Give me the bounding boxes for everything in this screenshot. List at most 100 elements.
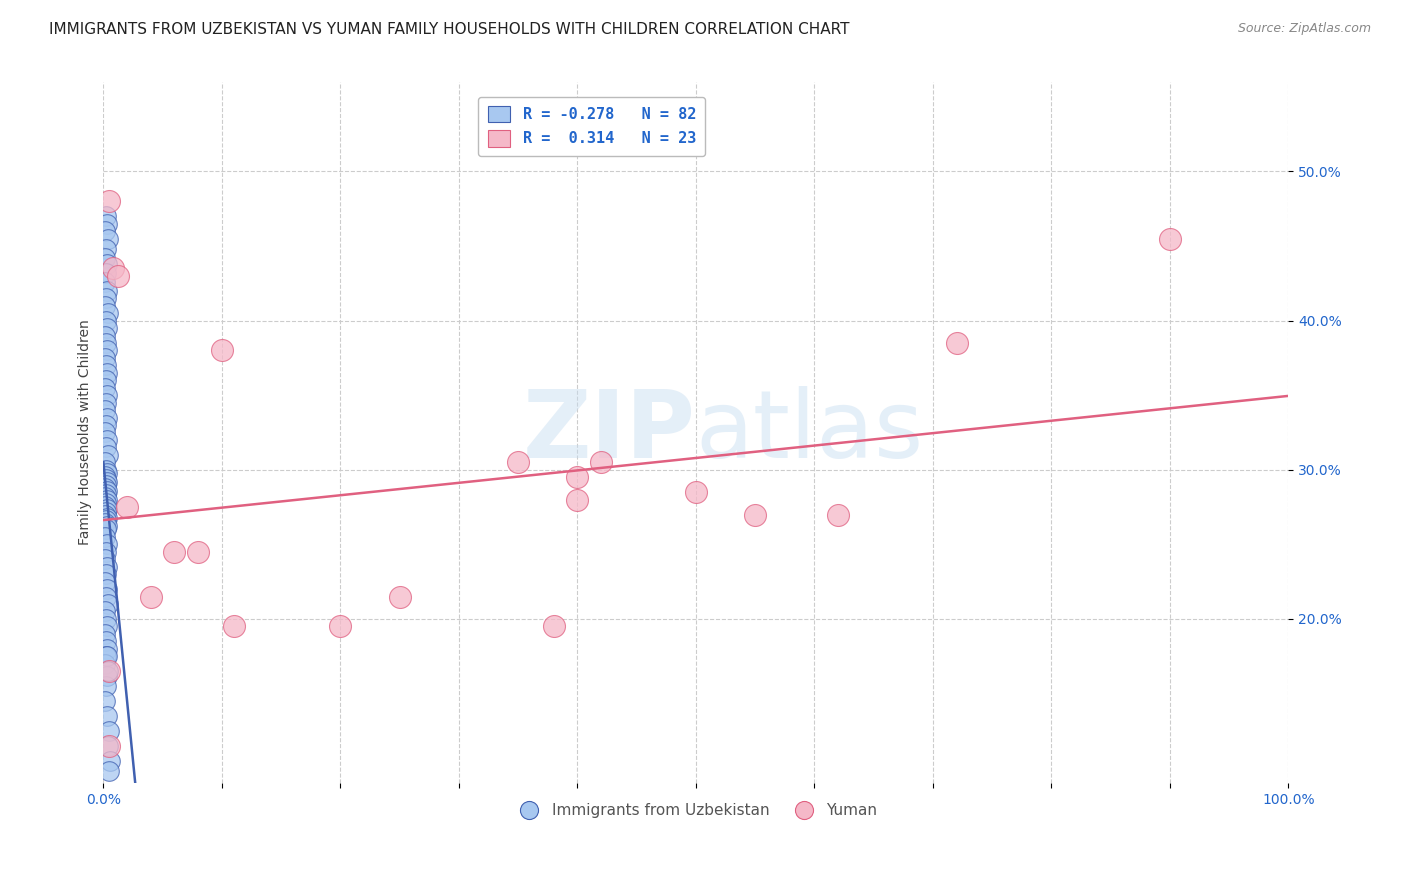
Point bbox=[96, 519, 118, 533]
Point bbox=[93, 508, 115, 522]
Text: IMMIGRANTS FROM UZBEKISTAN VS YUMAN FAMILY HOUSEHOLDS WITH CHILDREN CORRELATION : IMMIGRANTS FROM UZBEKISTAN VS YUMAN FAMI… bbox=[49, 22, 849, 37]
Point bbox=[94, 495, 117, 509]
Text: Source: ZipAtlas.com: Source: ZipAtlas.com bbox=[1237, 22, 1371, 36]
Point bbox=[96, 649, 118, 664]
Point bbox=[94, 649, 117, 664]
Point bbox=[98, 739, 121, 753]
Point bbox=[93, 224, 115, 238]
Point bbox=[94, 612, 117, 626]
Text: atlas: atlas bbox=[696, 386, 924, 478]
Point bbox=[567, 492, 589, 507]
Point bbox=[329, 619, 352, 633]
Point bbox=[96, 492, 118, 507]
Point bbox=[98, 723, 121, 738]
Point bbox=[96, 466, 118, 480]
Point bbox=[93, 299, 115, 313]
Point bbox=[222, 619, 245, 633]
Point bbox=[96, 217, 118, 231]
Point bbox=[93, 425, 115, 440]
Point bbox=[96, 559, 118, 574]
Point bbox=[96, 284, 118, 298]
Point bbox=[96, 366, 118, 380]
Point bbox=[94, 514, 117, 528]
Point bbox=[93, 403, 115, 417]
Point bbox=[94, 373, 117, 387]
Point bbox=[94, 335, 117, 350]
Point bbox=[93, 657, 115, 671]
Point bbox=[98, 194, 121, 209]
Point bbox=[94, 291, 117, 305]
Text: ZIP: ZIP bbox=[523, 386, 696, 478]
Point bbox=[94, 477, 117, 491]
Point bbox=[96, 433, 118, 447]
Point bbox=[94, 679, 117, 693]
Point bbox=[93, 530, 115, 544]
Point bbox=[94, 472, 117, 486]
Point bbox=[93, 468, 115, 483]
Point bbox=[97, 664, 120, 678]
Point bbox=[94, 313, 117, 327]
Point bbox=[945, 335, 967, 350]
Point bbox=[96, 641, 118, 656]
Point bbox=[93, 328, 115, 343]
Point bbox=[93, 455, 115, 469]
Point bbox=[97, 306, 120, 320]
Point bbox=[139, 590, 162, 604]
Point bbox=[94, 590, 117, 604]
Point bbox=[93, 516, 115, 531]
Point bbox=[685, 485, 707, 500]
Point bbox=[93, 605, 115, 619]
Point bbox=[98, 664, 121, 678]
Point bbox=[94, 395, 117, 409]
Point bbox=[93, 694, 115, 708]
Point bbox=[94, 504, 117, 518]
Point bbox=[96, 321, 118, 335]
Point bbox=[96, 501, 118, 516]
Point bbox=[101, 261, 124, 276]
Point bbox=[388, 590, 411, 604]
Point bbox=[94, 486, 117, 500]
Point bbox=[96, 410, 118, 425]
Point bbox=[96, 668, 118, 682]
Point bbox=[100, 754, 122, 768]
Point bbox=[94, 242, 117, 256]
Point bbox=[1159, 231, 1181, 245]
Point bbox=[94, 523, 117, 537]
Point bbox=[94, 266, 117, 280]
Point bbox=[94, 463, 117, 477]
Point bbox=[93, 574, 115, 589]
Point bbox=[589, 455, 612, 469]
Point bbox=[97, 597, 120, 611]
Point bbox=[543, 619, 565, 633]
Point bbox=[96, 343, 118, 358]
Point bbox=[96, 388, 118, 402]
Point bbox=[163, 545, 186, 559]
Point bbox=[93, 381, 115, 395]
Point bbox=[93, 481, 115, 495]
Point bbox=[98, 764, 121, 778]
Legend: Immigrants from Uzbekistan, Yuman: Immigrants from Uzbekistan, Yuman bbox=[508, 797, 883, 824]
Point bbox=[96, 483, 118, 498]
Point bbox=[827, 508, 849, 522]
Point bbox=[94, 545, 117, 559]
Point bbox=[567, 470, 589, 484]
Point bbox=[93, 499, 115, 513]
Point bbox=[96, 257, 118, 271]
Point bbox=[93, 351, 115, 365]
Point bbox=[93, 627, 115, 641]
Point bbox=[93, 490, 115, 504]
Point bbox=[96, 537, 118, 551]
Point bbox=[506, 455, 529, 469]
Point bbox=[94, 359, 117, 373]
Point bbox=[94, 634, 117, 648]
Point bbox=[96, 582, 118, 596]
Y-axis label: Family Households with Children: Family Households with Children bbox=[79, 319, 93, 545]
Point bbox=[97, 231, 120, 245]
Point bbox=[96, 709, 118, 723]
Point bbox=[107, 268, 129, 283]
Point bbox=[94, 567, 117, 582]
Point bbox=[94, 417, 117, 432]
Point bbox=[93, 251, 115, 265]
Point bbox=[96, 475, 118, 489]
Point bbox=[93, 552, 115, 566]
